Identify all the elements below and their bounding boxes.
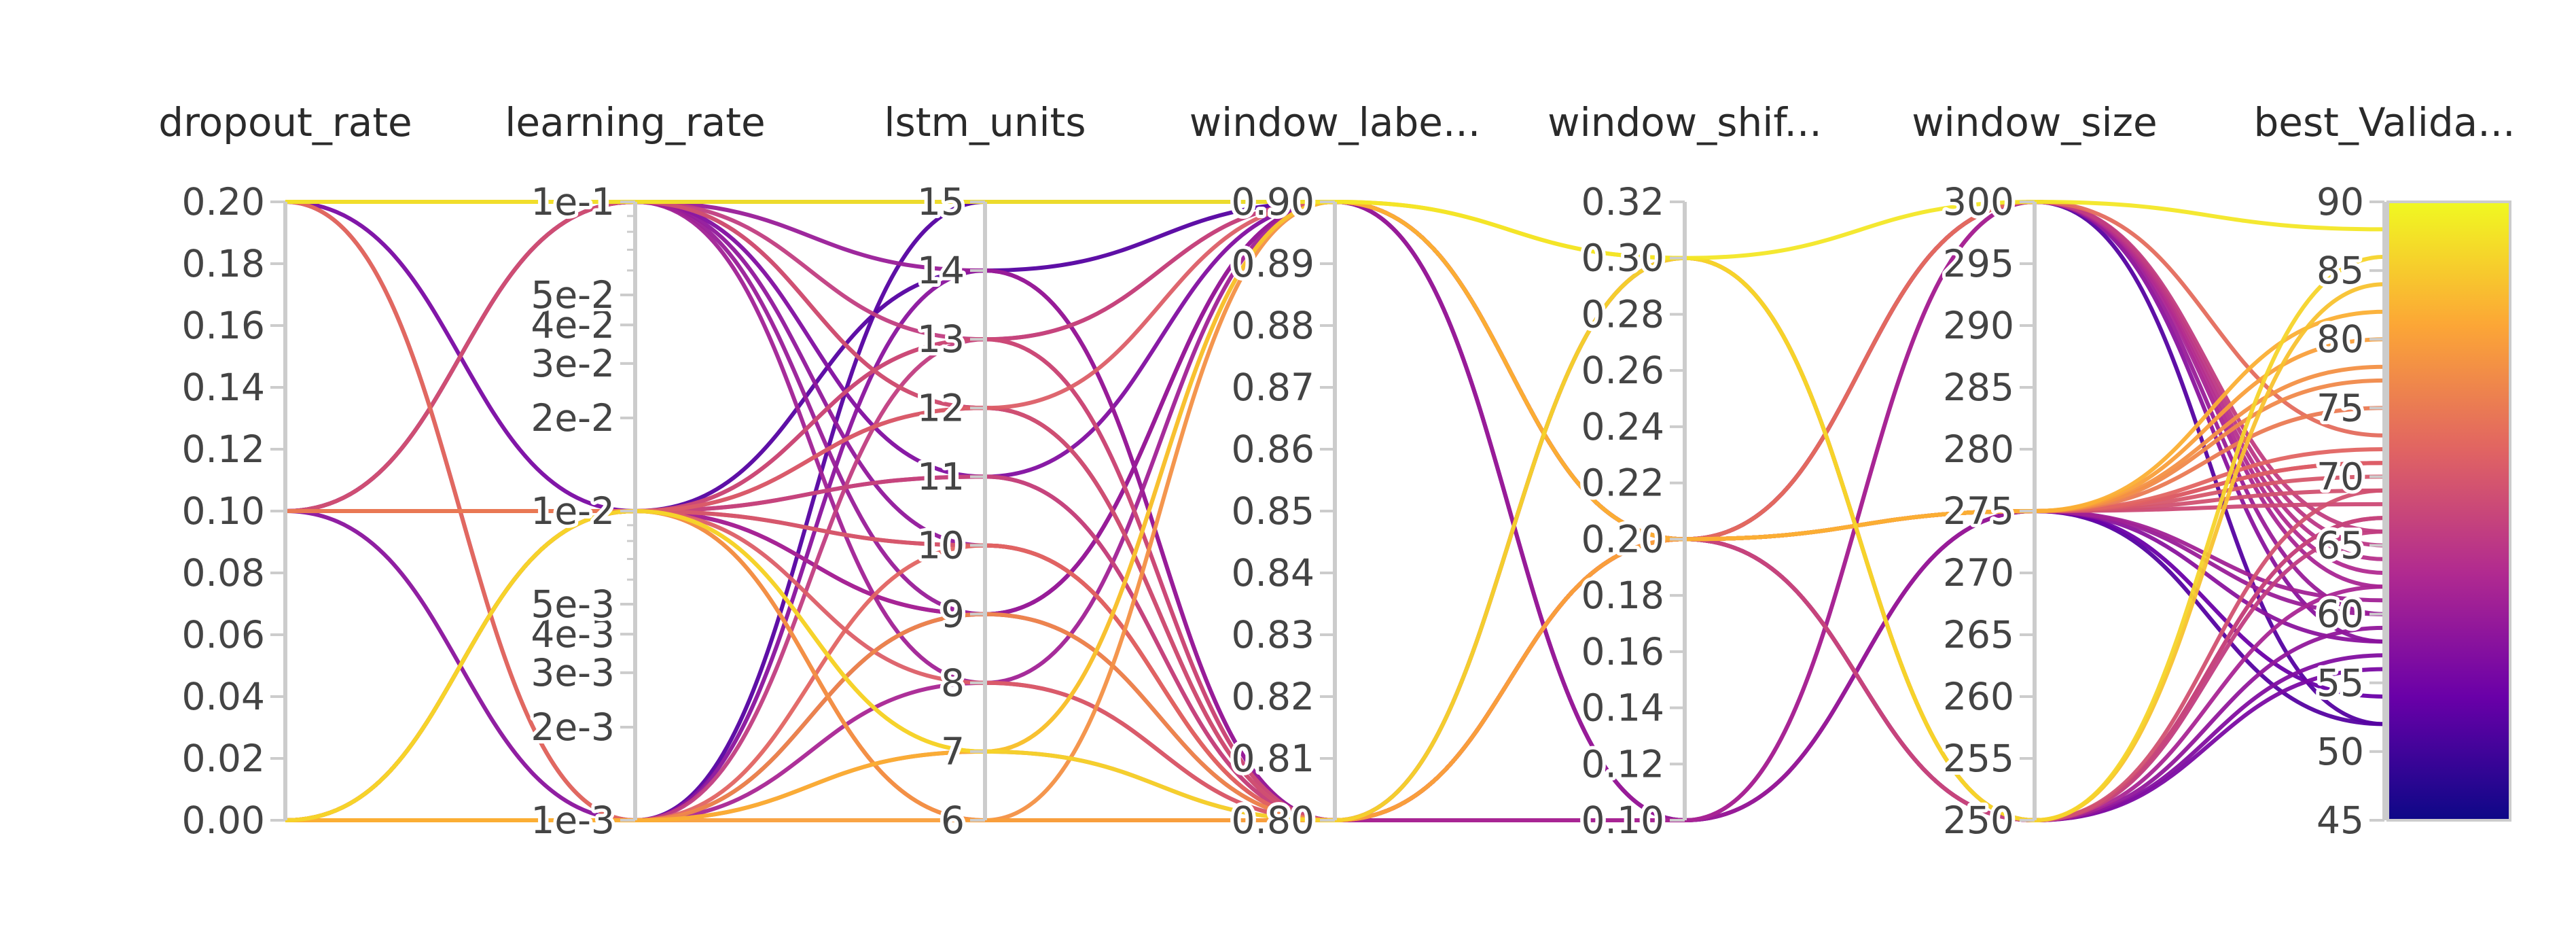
- tick-label-window_shift-1: 0.12: [1581, 742, 1664, 786]
- tick-label-window_shift-4: 0.18: [1581, 574, 1664, 617]
- tick-label-window_label-6: 0.86: [1232, 427, 1314, 471]
- tick-label-window_size-7: 285: [1943, 366, 2014, 409]
- tick-label-lstm_units-8: 14: [917, 249, 965, 292]
- tick-label-dropout_rate-3: 0.06: [182, 613, 265, 656]
- tick-label-dropout_rate-1: 0.02: [182, 737, 265, 780]
- tick-label-best_Validation-7: 80: [2316, 317, 2364, 361]
- tick-label-learning_rate-2: 3e-3: [531, 651, 615, 695]
- tick-label-window_shift-5: 0.20: [1581, 517, 1664, 561]
- tick-label-dropout_rate-0: 0.00: [182, 799, 265, 842]
- tick-label-best_Validation-8: 85: [2316, 249, 2364, 292]
- tick-label-lstm_units-2: 8: [941, 661, 965, 705]
- tick-label-learning_rate-6: 2e-2: [531, 396, 615, 440]
- tick-label-lstm_units-3: 9: [941, 593, 965, 636]
- tick-label-window_size-5: 275: [1943, 489, 2014, 533]
- tick-label-window_label-10: 0.90: [1232, 180, 1314, 224]
- axis-title-best_Validation: best_Valida...: [2253, 99, 2515, 145]
- tick-label-dropout_rate-8: 0.16: [182, 304, 265, 347]
- tick-label-lstm_units-9: 15: [917, 180, 965, 224]
- tick-label-window_size-8: 290: [1943, 304, 2014, 347]
- tick-label-window_size-3: 265: [1943, 613, 2014, 656]
- axis-lstm_units: lstm_units 6 7 8 9 10 11 12 13 14 15: [884, 99, 1086, 845]
- tick-label-learning_rate-8: 4e-2: [531, 303, 615, 347]
- axis-title-window_shift: window_shif...: [1548, 99, 1822, 145]
- tick-label-lstm_units-1: 7: [941, 730, 965, 773]
- axis-title-learning_rate: learning_rate: [505, 99, 765, 145]
- tick-label-lstm_units-0: 6: [941, 799, 965, 842]
- tick-label-window_label-8: 0.88: [1232, 304, 1314, 347]
- tick-label-window_size-1: 255: [1943, 737, 2014, 780]
- axis-title-lstm_units: lstm_units: [884, 99, 1086, 145]
- axis-title-window_label: window_labe...: [1189, 99, 1481, 145]
- tick-label-best_Validation-6: 75: [2316, 386, 2364, 430]
- tick-label-window_size-9: 295: [1943, 242, 2014, 285]
- tick-label-window_shift-8: 0.26: [1581, 349, 1664, 392]
- tick-label-dropout_rate-2: 0.04: [182, 675, 265, 718]
- tick-label-learning_rate-4: 5e-3: [531, 582, 615, 626]
- tick-label-best_Validation-0: 45: [2316, 799, 2364, 842]
- axis-title-window_size: window_size: [1912, 99, 2158, 145]
- tick-label-lstm_units-6: 12: [917, 386, 965, 430]
- tick-label-window_label-0: 0.80: [1232, 799, 1314, 842]
- tick-label-best_Validation-5: 70: [2316, 455, 2364, 498]
- tick-label-dropout_rate-10: 0.20: [182, 180, 265, 224]
- tick-label-lstm_units-7: 13: [917, 317, 965, 361]
- tick-label-learning_rate-9: 5e-2: [531, 273, 615, 317]
- tick-label-best_Validation-4: 65: [2316, 524, 2364, 567]
- tick-label-dropout_rate-4: 0.08: [182, 551, 265, 595]
- tick-label-best_Validation-2: 55: [2316, 661, 2364, 705]
- tick-label-window_size-6: 280: [1943, 427, 2014, 471]
- tick-label-window_shift-7: 0.24: [1581, 405, 1664, 449]
- tick-label-window_size-4: 270: [1943, 551, 2014, 595]
- tick-label-window_shift-0: 0.10: [1581, 799, 1664, 842]
- tick-label-window_size-2: 260: [1943, 675, 2014, 718]
- tick-label-learning_rate-3: 4e-3: [531, 612, 615, 656]
- tick-label-dropout_rate-5: 0.10: [182, 489, 265, 533]
- axis-window_size: window_size 250 255 260 265 270 275 280 285 290 29…: [1912, 99, 2158, 845]
- colorbar: [2386, 200, 2511, 822]
- tick-label-window_shift-2: 0.14: [1581, 686, 1664, 730]
- tick-label-window_shift-6: 0.22: [1581, 461, 1664, 505]
- axis-best_Validation: best_Valida... 45 50 55 60 65 70 75 80 85 90: [2253, 99, 2515, 845]
- tick-label-learning_rate-10: 1e-1: [531, 180, 615, 224]
- axis-learning_rate: learning_rate 1e-3 2e-3 3e-34e-35e-3 1e-2 2e-…: [505, 99, 765, 845]
- tick-label-learning_rate-5: 1e-2: [531, 489, 615, 533]
- tick-label-window_size-0: 250: [1943, 799, 2014, 842]
- tick-label-best_Validation-1: 50: [2316, 730, 2364, 773]
- tick-label-window_label-9: 0.89: [1232, 242, 1314, 285]
- tick-label-window_label-7: 0.87: [1232, 366, 1314, 409]
- tick-label-window_shift-11: 0.32: [1581, 180, 1664, 224]
- tick-label-window_label-5: 0.85: [1232, 489, 1314, 533]
- tick-label-window_label-3: 0.83: [1232, 613, 1314, 656]
- tick-label-lstm_units-5: 11: [917, 455, 965, 498]
- tick-label-learning_rate-0: 1e-3: [531, 799, 615, 842]
- tick-label-window_label-4: 0.84: [1232, 551, 1314, 595]
- tick-label-learning_rate-1: 2e-3: [531, 705, 615, 749]
- tick-label-window_size-10: 300: [1943, 180, 2014, 224]
- tick-label-window_shift-9: 0.28: [1581, 292, 1664, 336]
- tick-label-window_shift-10: 0.30: [1581, 236, 1664, 280]
- tick-label-best_Validation-9: 90: [2316, 180, 2364, 224]
- tick-label-learning_rate-7: 3e-2: [531, 342, 615, 385]
- tick-label-window_shift-3: 0.16: [1581, 630, 1664, 673]
- axis-dropout_rate: dropout_rate 0.00 0.02 0.04 0.06 0.08 0.10 0.12…: [158, 99, 412, 845]
- tick-label-window_label-1: 0.81: [1232, 737, 1314, 780]
- axis-window_label: window_labe... 0.80 0.81 0.82 0.83 0.84 0.85 0.…: [1189, 99, 1481, 845]
- tick-label-dropout_rate-7: 0.14: [182, 366, 265, 409]
- tick-label-dropout_rate-6: 0.12: [182, 427, 265, 471]
- tick-label-best_Validation-3: 60: [2316, 593, 2364, 636]
- colorbar-rect: [2386, 200, 2511, 822]
- axis-window_shift: window_shif... 0.10 0.12 0.14 0.16 0.18 0.20 0.…: [1548, 99, 1822, 845]
- tick-label-dropout_rate-9: 0.18: [182, 242, 265, 285]
- tick-label-lstm_units-4: 10: [917, 524, 965, 567]
- axes-layer: dropout_rate 0.00 0.02 0.04 0.06 0.08 0.10 0.12…: [158, 99, 2515, 845]
- tick-label-window_label-2: 0.82: [1232, 675, 1314, 718]
- axis-title-dropout_rate: dropout_rate: [158, 99, 412, 145]
